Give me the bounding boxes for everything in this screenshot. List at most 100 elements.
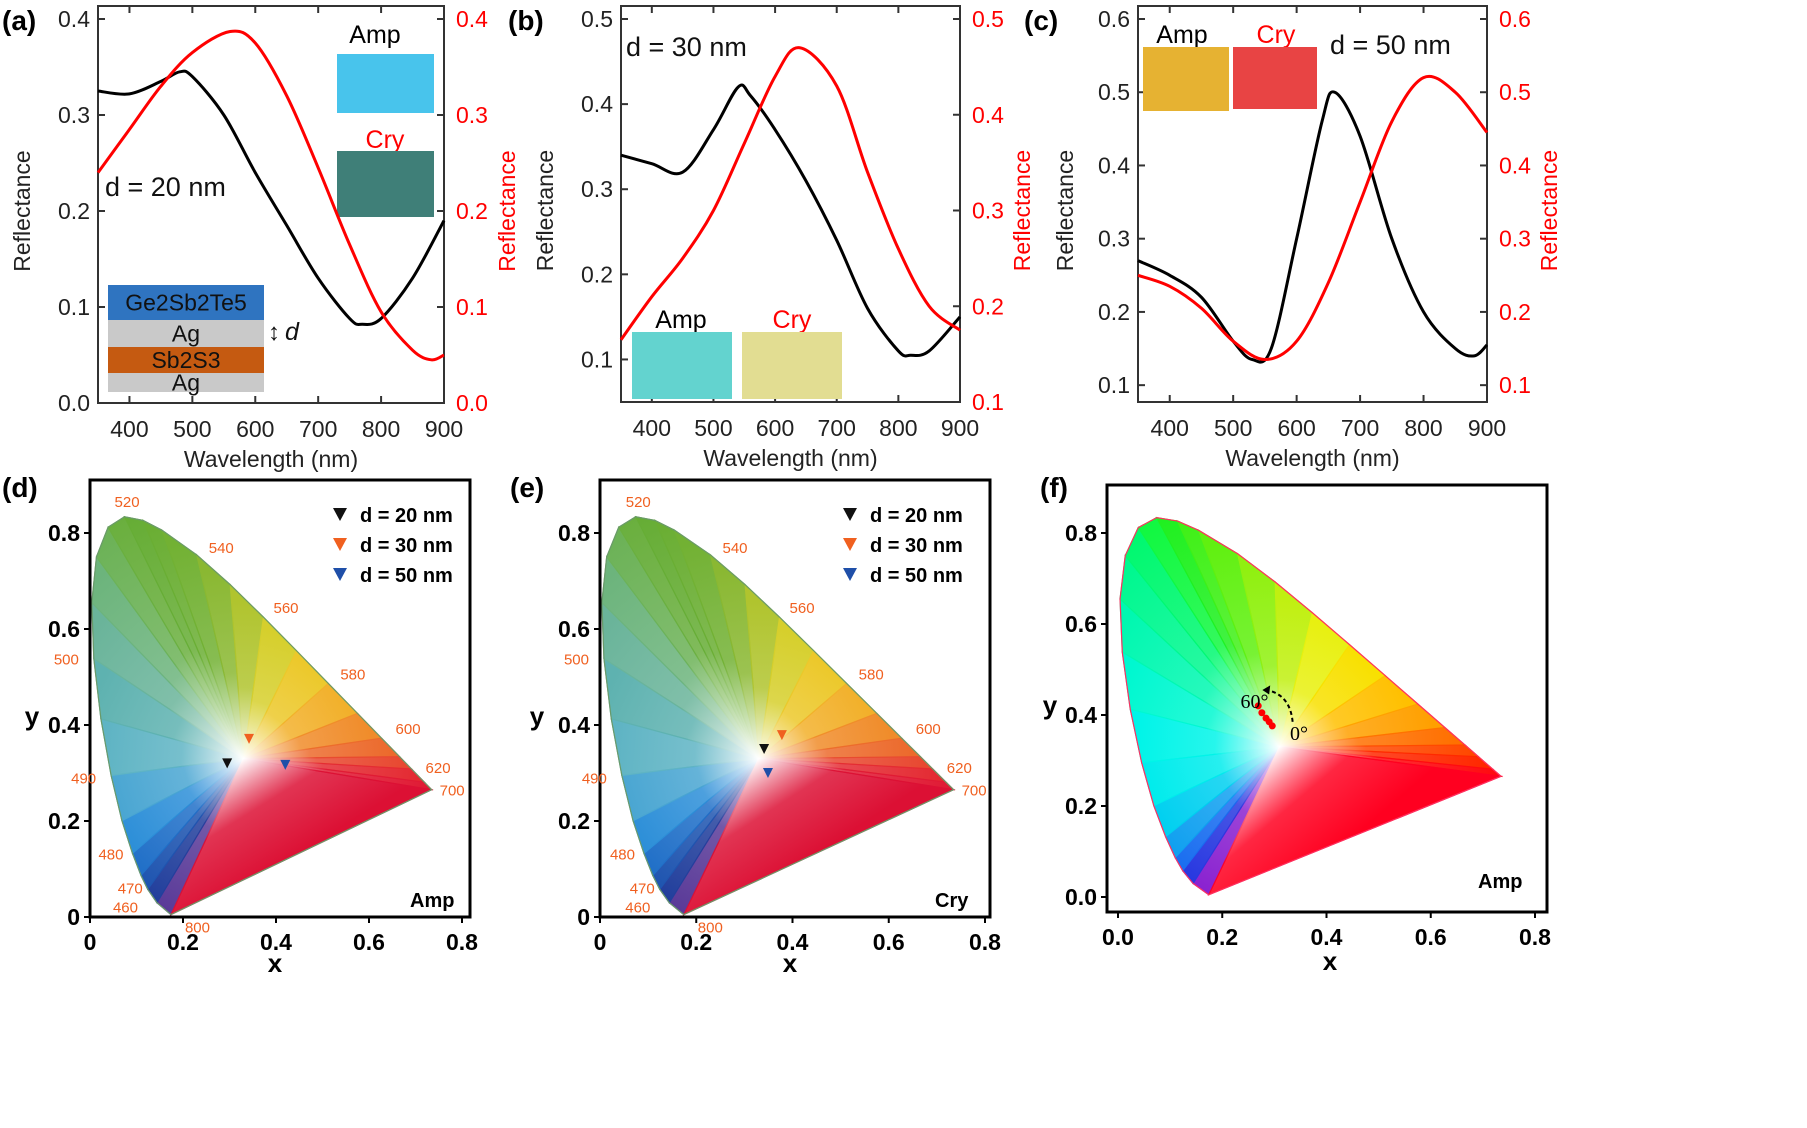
x-tick-label: 900	[1468, 415, 1506, 441]
panel-label: (b)	[508, 5, 544, 36]
panel-b: (b)400 500 600 700 800 9000.10.20.30.40.50.10…	[508, 5, 1035, 471]
corner-label: Amp	[1478, 871, 1522, 893]
reflectance-curve-amp	[97, 69, 446, 326]
x-tick-label: 0.2	[680, 929, 712, 955]
y-tick-label: 0.0	[1065, 884, 1097, 910]
y-tick-label-right: 0.1	[456, 294, 488, 320]
data-marker	[759, 744, 770, 754]
double-arrow-icon: ↕	[268, 319, 280, 346]
reflectance-curve-cry	[96, 29, 445, 362]
y-tick-label-right: 0.1	[1499, 372, 1531, 398]
x-tick-label: 0.8	[446, 929, 478, 955]
panel-c: (c) 400 500 600 700 800 900 0.1 0.2 0.3 0.4 0.5 0.6 0…	[1024, 5, 1562, 471]
legend-marker	[843, 508, 857, 521]
amp-color-swatch	[632, 332, 732, 399]
wavelength-label: 520	[626, 494, 651, 511]
wavelength-label: 700	[440, 783, 465, 800]
x-tick-label: 800	[879, 415, 917, 441]
y-tick-label-left: 0.4	[1098, 152, 1130, 178]
thickness-annotation: d = 20 nm	[105, 172, 226, 202]
y-tick-label-left: 0.4	[581, 91, 613, 117]
amp-label: Amp	[349, 21, 400, 49]
y-tick-label-right: 0.2	[456, 198, 488, 224]
y-tick-label: 0.4	[48, 712, 80, 738]
y-tick-label-left: 0.2	[58, 198, 90, 224]
data-marker	[280, 759, 291, 770]
x-tick-label: 0.0	[1102, 924, 1134, 950]
wavelength-label: 500	[54, 652, 79, 669]
y-tick-label: 0.4	[558, 712, 590, 738]
layer-ag	[108, 320, 264, 347]
wavelength-label: 490	[71, 770, 96, 787]
y-tick-label-left: 0.5	[1098, 79, 1130, 105]
angle-arc-arrow	[1266, 688, 1294, 722]
x-tick-label: 0.2	[1206, 924, 1238, 950]
wavelength-label: 560	[790, 600, 815, 617]
legend-marker	[843, 538, 857, 551]
data-marker	[222, 758, 233, 769]
x-tick-label: 0.2	[167, 929, 199, 955]
plot-frame	[1137, 5, 1488, 403]
angle-label-start: 0°	[1290, 723, 1308, 745]
x-tick-label: 700	[1341, 415, 1379, 441]
thickness-label: d	[285, 318, 300, 346]
y-tick-label-left: 0.4	[58, 6, 90, 32]
y-tick-label-right: 0.5	[1499, 79, 1531, 105]
thickness-annotation: d = 50 nm	[1330, 30, 1451, 60]
x-tick-label: 0.4	[777, 929, 809, 955]
y-tick-label-left: 0.2	[581, 261, 613, 287]
cry-label: Cry	[1257, 21, 1296, 49]
y-tick-label-right: 0.4	[972, 102, 1004, 128]
arrowhead-icon	[1262, 685, 1271, 695]
data-marker	[244, 733, 255, 744]
x-tick-label: 800	[362, 416, 400, 442]
x-tick-label: 800	[1404, 415, 1442, 441]
y-tick-label-left: 0.3	[581, 176, 613, 202]
layer-ge2sb2te5	[108, 285, 264, 320]
x-tick-label: 0.8	[1519, 924, 1551, 950]
x-tick-label: 400	[1151, 415, 1189, 441]
x-tick-label: 500	[1214, 415, 1252, 441]
cry-label: Cry	[366, 126, 405, 154]
wavelength-label: 560	[273, 600, 298, 617]
x-axis-label: x	[268, 948, 283, 978]
y-tick-label: 0.8	[1065, 520, 1097, 546]
layer-label: Ge2Sb2Te5	[125, 290, 246, 316]
reflectance-curve-amp	[1137, 90, 1489, 364]
amp-label: Amp	[1156, 21, 1207, 49]
x-axis-label: Wavelength (nm)	[184, 446, 358, 472]
panel-d: (d) 0 0.2 0.4 0.6 0.8 0 0.2 0.4 0.6 0.8 x y Amp 520 540…	[2, 472, 478, 978]
y-axis-label-right: Reflectance	[1536, 150, 1562, 271]
plot-frame	[97, 5, 445, 404]
cry-color-swatch	[1233, 47, 1317, 109]
y-tick-label: 0.6	[558, 616, 590, 642]
wavelength-label: 540	[209, 540, 234, 557]
panel-label: (c)	[1024, 5, 1058, 36]
wavelength-label: 500	[564, 652, 589, 669]
y-tick-label-left: 0.6	[1098, 6, 1130, 32]
y-tick-label: 0.2	[558, 808, 590, 834]
spectral-locus	[1119, 516, 1503, 896]
panel-label: (a)	[2, 5, 36, 36]
panel-f: (f) 0.0 0.2 0.4 0.6 0.8 0.0 0.2 0.4 0.6 0.8 x y Amp 60…	[1040, 472, 1551, 976]
plot-frame	[620, 5, 961, 403]
y-axis-label-left: Reflectance	[9, 150, 35, 271]
corner-label: Amp	[410, 890, 454, 912]
y-tick-label-right: 0.2	[972, 293, 1004, 319]
chromaticity-gamut	[1119, 516, 1504, 896]
layer-ag	[108, 373, 264, 392]
y-tick-label-right: 0.1	[972, 389, 1004, 415]
y-tick-label-left: 0.1	[581, 346, 613, 372]
x-axis-label: Wavelength (nm)	[703, 445, 877, 471]
x-tick-label: 0.8	[969, 929, 1001, 955]
x-tick-label: 500	[173, 416, 211, 442]
y-tick-label-left: 0.3	[58, 102, 90, 128]
panel-e: (e) 0 0.2 0.4 0.6 0.8 0 0.2 0.4 0.6 0.8 x y Cry 520 540…	[510, 472, 1001, 978]
legend-label: d = 20 nm	[870, 505, 963, 527]
x-tick-label: 700	[299, 416, 337, 442]
y-axis-label: y	[25, 701, 40, 731]
data-point	[1258, 709, 1266, 717]
corner-label: Cry	[935, 890, 969, 912]
y-axis-label-left: Reflectance	[1052, 150, 1078, 271]
amp-color-swatch	[337, 54, 434, 113]
